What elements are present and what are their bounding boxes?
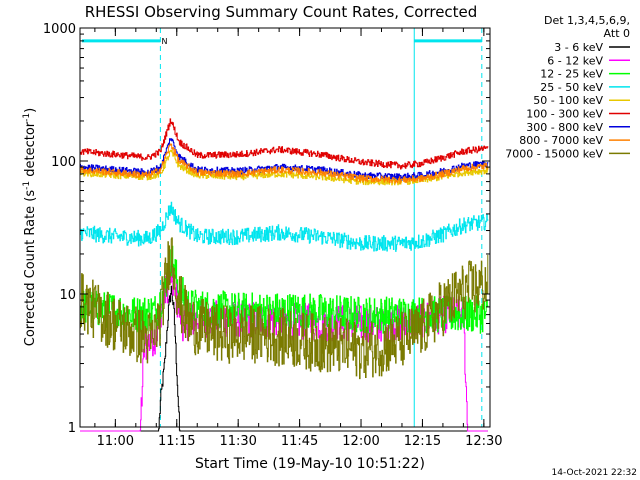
y-axis: 1 10 100 1000 <box>43 22 490 436</box>
saa-flag-label: N <box>161 37 167 46</box>
legend-entry-label: 3 - 6 keV <box>554 41 603 54</box>
y-axis-label: Corrected Count Rate (s-1 detector-1) <box>22 108 38 346</box>
legend-header: Att 0 <box>604 27 630 40</box>
x-tick-label: 12:30 <box>465 434 502 449</box>
y-tick-label: 1 <box>68 421 76 436</box>
series-line-7 <box>80 143 489 184</box>
y-axis-label-part: ) <box>23 108 38 113</box>
plot-area: N <box>80 28 489 432</box>
x-tick-label: 11:15 <box>158 434 195 449</box>
y-tick-label: 1000 <box>43 22 76 37</box>
legend-entry-label: 12 - 25 keV <box>540 68 603 81</box>
series-line-5 <box>80 118 489 170</box>
series-line-8 <box>80 237 489 380</box>
y-axis-label-sup: -1 <box>22 181 32 190</box>
y-axis-label-part: Corrected Count Rate (s <box>23 190 38 347</box>
plot-frame <box>79 27 491 428</box>
series-line-0 <box>80 285 488 432</box>
legend-entry-label: 6 - 12 keV <box>547 54 603 67</box>
legend-header: Det 1,3,4,5,6,9, <box>544 14 630 27</box>
x-axis-label: Start Time (19-May-10 10:51:22) <box>195 456 425 472</box>
series-line-3 <box>80 201 489 252</box>
x-tick-label: 12:00 <box>342 434 379 449</box>
series-line-6 <box>80 138 489 181</box>
x-tick-label: 11:00 <box>97 434 134 449</box>
timestamp-footer: 14-Oct-2021 22:32 <box>552 468 637 478</box>
y-tick-label: 100 <box>51 155 76 170</box>
chart-title: RHESSI Observing Summary Count Rates, Co… <box>85 3 478 21</box>
legend-entry-label: 25 - 50 keV <box>540 81 603 94</box>
legend-entry-label: 50 - 100 keV <box>533 94 603 107</box>
x-axis: 11:00 11:15 11:30 11:45 12:00 12:15 12:30 <box>94 28 503 449</box>
y-tick-label: 10 <box>59 288 76 303</box>
legend-entry-label: 300 - 800 keV <box>526 121 603 134</box>
legend-entry-label: 7000 - 15000 keV <box>505 147 603 160</box>
legend-entry-label: 800 - 7000 keV <box>519 134 603 147</box>
x-tick-label: 12:15 <box>404 434 441 449</box>
x-tick-label: 11:30 <box>219 434 256 449</box>
x-tick-label: 11:45 <box>281 434 318 449</box>
y-axis-label-part: detector <box>23 121 38 181</box>
legend-entry-label: 100 - 300 keV <box>526 108 603 121</box>
y-axis-label-sup: -1 <box>22 113 32 122</box>
